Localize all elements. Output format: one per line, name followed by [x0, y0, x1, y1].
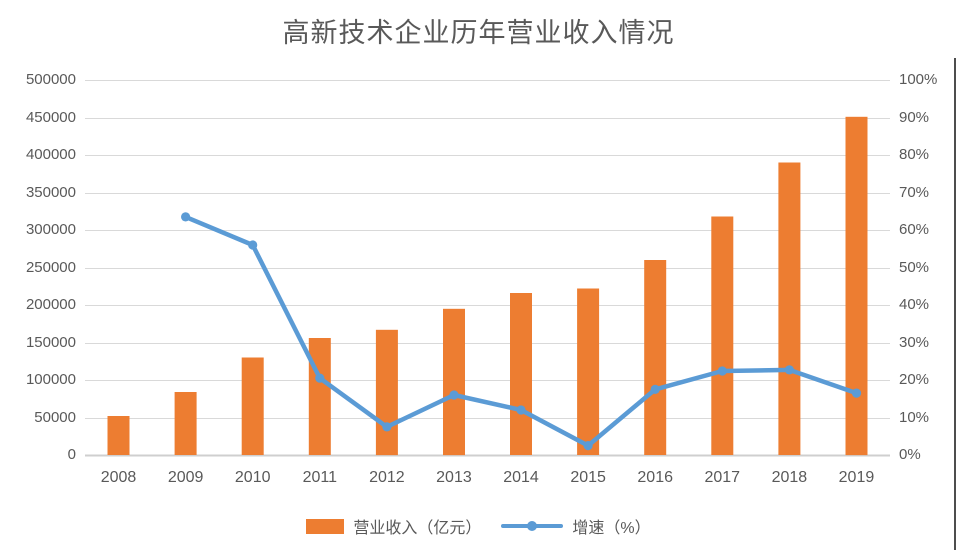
y-axis-label-left: 100000 — [25, 371, 76, 388]
line-marker-icon — [583, 441, 593, 451]
y-axis-label-right: 70% — [899, 183, 930, 201]
line-marker-icon — [650, 384, 660, 394]
chart-title: 高新技术企业历年营业收入情况 — [282, 18, 675, 48]
bar-2009 — [174, 392, 197, 455]
bar-2016 — [644, 260, 667, 455]
bar-2015 — [577, 288, 600, 455]
y-axis-label-right: 50% — [899, 258, 930, 276]
y-axis-label-left: 200000 — [25, 296, 76, 313]
line-marker-icon — [516, 405, 526, 415]
x-axis-label-2019: 2019 — [838, 469, 875, 486]
x-axis-label-2012: 2012 — [369, 469, 405, 486]
x-axis-label-2011: 2011 — [302, 469, 337, 486]
x-axis-label-2008: 2008 — [100, 469, 137, 486]
y-axis-label-right: 30% — [899, 333, 930, 351]
legend-item-growth: 增速（%） — [501, 514, 651, 538]
y-axis-label-right: 100% — [899, 71, 938, 88]
y-axis-label-left: 300000 — [25, 221, 76, 238]
line-marker-icon — [382, 422, 392, 432]
y-axis-label-right: 80% — [899, 146, 930, 163]
x-axis-label-2015: 2015 — [570, 469, 606, 486]
y-axis-label-left: 250000 — [25, 258, 76, 276]
y-axis-label-right: 10% — [899, 408, 930, 426]
y-axis-label-left: 0 — [67, 446, 76, 463]
x-axis-label-2018: 2018 — [771, 469, 808, 486]
y-axis-label-right: 40% — [899, 296, 930, 313]
x-axis-label-2017: 2017 — [704, 469, 741, 486]
y-axis-label-right: 0% — [899, 446, 921, 463]
bar-2008 — [107, 416, 130, 455]
y-axis-label-right: 60% — [899, 221, 930, 238]
y-axis-label-left: 500000 — [25, 71, 76, 88]
legend: 营业收入（亿元） 增速（%） — [0, 513, 957, 539]
y-axis-label-right: 20% — [899, 371, 930, 388]
bar-2018 — [778, 162, 801, 455]
line-marker-icon — [851, 388, 862, 398]
window-edge-line — [954, 58, 956, 550]
y-axis-label-left: 350000 — [25, 183, 76, 201]
bar-2014 — [510, 293, 532, 455]
x-axis-label-2013: 2013 — [436, 469, 472, 486]
x-axis-label-2009: 2009 — [167, 469, 204, 486]
line-marker-icon — [315, 373, 325, 383]
x-axis-label-2016: 2016 — [637, 469, 673, 486]
bar-2011 — [308, 338, 331, 455]
y-axis-label-left: 400000 — [25, 146, 76, 163]
legend-label-growth: 增速（%） — [572, 520, 651, 537]
line-marker-icon — [784, 365, 795, 375]
legend-label-revenue: 营业收入（亿元） — [353, 520, 482, 537]
line-marker-icon — [449, 390, 459, 400]
x-axis-label-2010: 2010 — [234, 469, 271, 486]
y-axis-label-left: 150000 — [25, 333, 76, 351]
bar-2012 — [375, 329, 398, 456]
line-marker-icon — [181, 212, 191, 222]
legend-bar-swatch-icon — [306, 518, 345, 534]
y-axis-label-left: 50000 — [34, 408, 76, 426]
line-marker-icon — [717, 366, 727, 376]
bar-2017 — [711, 216, 734, 455]
bar-2010 — [241, 357, 264, 455]
y-axis-label-right: 90% — [899, 108, 930, 126]
legend-item-revenue: 营业收入（亿元） — [306, 514, 481, 538]
x-axis-label-2014: 2014 — [503, 469, 539, 486]
y-axis-label-left: 450000 — [25, 108, 76, 126]
line-marker-icon — [248, 240, 258, 250]
bar-2013 — [443, 308, 465, 456]
legend-line-swatch-icon — [501, 521, 564, 531]
bar-2019 — [845, 116, 868, 456]
